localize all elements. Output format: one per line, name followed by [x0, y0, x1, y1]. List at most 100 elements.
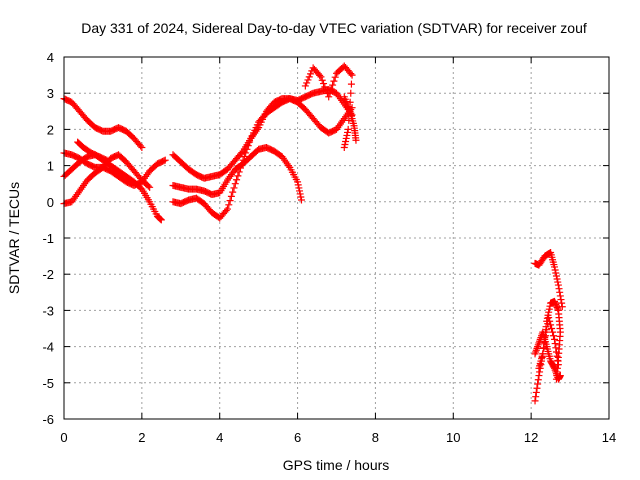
data-point [552, 300, 560, 308]
data-point [546, 302, 554, 310]
plot-frame [63, 56, 610, 420]
y-tick-label: -2 [42, 267, 54, 282]
y-tick-label: -6 [42, 412, 54, 427]
data-point [307, 70, 315, 78]
data-point [551, 297, 558, 305]
data-point [318, 76, 326, 84]
data-point [297, 196, 305, 204]
data-point [553, 275, 561, 283]
data-point [539, 350, 547, 358]
data-point [543, 326, 551, 334]
y-tick-label: -1 [42, 231, 54, 246]
data-point [327, 85, 335, 93]
data-point [303, 79, 311, 87]
y-tick-label: 1 [47, 159, 54, 174]
data-point [294, 178, 302, 186]
data-point [235, 168, 243, 176]
data-point [553, 352, 561, 360]
data-point [234, 172, 242, 180]
y-tick-label: 4 [47, 50, 54, 65]
data-point [226, 197, 234, 205]
data-point [229, 188, 237, 196]
data-point [549, 328, 557, 336]
data-point [322, 86, 330, 94]
data-point [326, 89, 334, 97]
data-point [160, 157, 168, 165]
data-point [552, 302, 560, 310]
data-point [242, 149, 250, 157]
data-point [551, 263, 558, 271]
data-point [535, 372, 543, 380]
data-point [317, 73, 325, 81]
y-tick-label: 3 [47, 86, 54, 101]
x-tick-label: 0 [60, 430, 67, 445]
chart-title: Day 331 of 2024, Sidereal Day-to-day VTE… [81, 20, 587, 36]
data-point [347, 70, 355, 78]
data-point [542, 332, 550, 340]
data-point [342, 137, 350, 145]
data-point [533, 384, 541, 392]
x-axis-label: GPS time / hours [283, 457, 390, 473]
data-point [556, 288, 564, 296]
series-track-9 [301, 62, 356, 151]
x-tick-label: 2 [138, 430, 145, 445]
data-point [552, 272, 560, 280]
data-point [534, 380, 542, 388]
y-axis-label: SDTVAR / TECUs [6, 182, 22, 294]
data-point [554, 305, 562, 313]
data-point [330, 77, 338, 85]
y-tick-label: 2 [47, 122, 54, 137]
y-tick-label: 0 [47, 195, 54, 210]
data-point [546, 317, 554, 325]
data-point [246, 138, 254, 146]
x-tick-label: 10 [446, 430, 460, 445]
series-track-4 [60, 151, 154, 208]
x-tick-label: 12 [524, 430, 538, 445]
data-point [157, 216, 165, 224]
data-point [297, 193, 305, 201]
data-point [550, 363, 558, 371]
data-point [342, 134, 350, 142]
data-point [137, 142, 145, 150]
data-point [146, 183, 154, 191]
y-tick-label: -4 [42, 340, 54, 355]
data-point [320, 80, 328, 88]
data-point [531, 397, 539, 405]
data-point [157, 215, 165, 223]
data-point [551, 299, 559, 307]
data-point [240, 153, 248, 161]
data-point [347, 80, 355, 88]
data-point [557, 296, 565, 304]
data-point [551, 335, 558, 343]
data-point [224, 205, 231, 213]
data-point [295, 184, 303, 192]
x-tick-label: 6 [294, 430, 301, 445]
data-point [347, 89, 355, 97]
data-point [556, 292, 564, 300]
data-point [556, 372, 564, 380]
data-point [233, 176, 241, 184]
data-point [329, 81, 337, 89]
series-track-14 [535, 314, 562, 372]
data-point [348, 71, 356, 79]
data-point [551, 340, 559, 348]
x-tick-label: 4 [216, 430, 223, 445]
data-point [236, 164, 244, 172]
data-point [552, 269, 560, 277]
series-track-1 [60, 95, 146, 151]
data-point [550, 332, 558, 340]
data-point [341, 140, 349, 148]
data-point [227, 192, 235, 200]
data-point [230, 184, 238, 192]
data-point [243, 145, 251, 153]
data-point [534, 376, 542, 384]
data-point [316, 71, 324, 79]
data-point [554, 281, 562, 289]
data-point [103, 156, 111, 164]
data-point [552, 344, 560, 352]
series-track-10 [340, 93, 360, 144]
x-tick-label: 8 [372, 430, 379, 445]
data-point [536, 368, 544, 376]
data-point [532, 388, 540, 396]
